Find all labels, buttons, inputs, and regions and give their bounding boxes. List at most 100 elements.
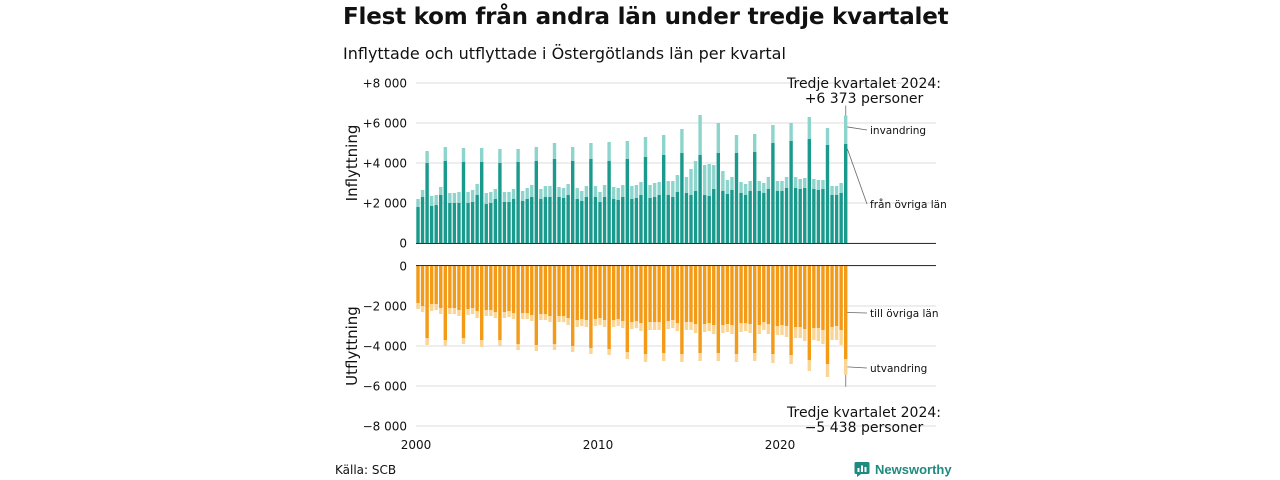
chart-subtitle: Inflyttade och utflyttade i Östergötland… bbox=[343, 44, 786, 63]
label-leader-line bbox=[847, 366, 868, 369]
bar-emigration bbox=[803, 329, 807, 341]
bar-from-other-counties bbox=[470, 202, 475, 243]
bar-immigration bbox=[461, 148, 466, 162]
bar-to-other-counties bbox=[557, 266, 561, 316]
series-label: från övriga län bbox=[870, 198, 947, 211]
y-axis-title: Inflyttning bbox=[343, 125, 361, 202]
bar-to-other-counties bbox=[648, 266, 652, 322]
bar-from-other-counties bbox=[693, 191, 698, 243]
bar-immigration bbox=[762, 183, 766, 193]
bar-to-other-counties bbox=[803, 266, 807, 329]
bar-to-other-counties bbox=[689, 266, 693, 322]
bar-from-other-counties bbox=[621, 197, 625, 243]
bar-emigration bbox=[634, 321, 639, 328]
bar-from-other-counties bbox=[448, 203, 452, 243]
bar-emigration bbox=[516, 344, 520, 350]
bar-immigration bbox=[793, 177, 798, 188]
bar-from-other-counties bbox=[725, 194, 730, 243]
bar-immigration bbox=[730, 177, 734, 190]
bar-immigration bbox=[525, 188, 529, 199]
bar-from-other-counties bbox=[611, 199, 616, 243]
bar-immigration bbox=[739, 182, 743, 193]
bar-emigration bbox=[689, 322, 693, 330]
bar-from-other-counties bbox=[657, 195, 661, 243]
x-tick-label: 2020 bbox=[765, 438, 796, 452]
bar-to-other-counties bbox=[830, 266, 834, 327]
bar-immigration bbox=[580, 191, 584, 201]
bar-emigration bbox=[480, 340, 484, 347]
bar-to-other-counties bbox=[739, 266, 743, 323]
bar-immigration bbox=[625, 141, 629, 159]
bar-from-other-counties bbox=[598, 202, 602, 243]
bar-to-other-counties bbox=[607, 266, 611, 349]
bar-from-other-counties bbox=[630, 199, 634, 243]
inflow-bars bbox=[416, 115, 848, 243]
bar-to-other-counties bbox=[766, 266, 771, 324]
bar-from-other-counties bbox=[671, 197, 675, 243]
bar-emigration bbox=[680, 354, 684, 362]
bar-from-other-counties bbox=[566, 195, 570, 243]
bar-from-other-counties bbox=[762, 193, 766, 243]
bar-emigration bbox=[534, 345, 538, 351]
bar-emigration bbox=[616, 319, 620, 326]
bar-immigration bbox=[789, 123, 793, 141]
bar-emigration bbox=[443, 340, 447, 346]
bar-to-other-counties bbox=[493, 266, 498, 312]
bar-emigration bbox=[753, 353, 757, 361]
bar-from-other-counties bbox=[639, 195, 643, 243]
bar-from-other-counties bbox=[839, 193, 843, 243]
outflow-bars bbox=[416, 266, 848, 377]
bar-emigration bbox=[639, 323, 643, 331]
bar-immigration bbox=[429, 196, 434, 206]
bar-emigration bbox=[511, 313, 516, 319]
bar-to-other-counties bbox=[575, 266, 579, 320]
bar-from-other-counties bbox=[680, 153, 684, 243]
bar-from-other-counties bbox=[743, 195, 748, 243]
bar-immigration bbox=[539, 189, 543, 199]
bar-immigration bbox=[516, 149, 520, 162]
bar-immigration bbox=[548, 186, 552, 197]
bar-emigration bbox=[743, 323, 748, 331]
y-tick-label: +6 000 bbox=[363, 117, 407, 131]
bar-to-other-counties bbox=[630, 266, 634, 322]
bar-from-other-counties bbox=[498, 163, 502, 243]
bar-from-other-counties bbox=[461, 162, 466, 243]
bar-from-other-counties bbox=[812, 189, 816, 243]
bar-to-other-counties bbox=[762, 266, 766, 322]
bar-to-other-counties bbox=[525, 266, 529, 313]
bar-immigration bbox=[530, 185, 534, 197]
bar-from-other-counties bbox=[484, 204, 488, 243]
bar-from-other-counties bbox=[753, 152, 757, 243]
bar-from-other-counties bbox=[589, 159, 593, 243]
bar-to-other-counties bbox=[698, 266, 702, 353]
bar-emigration bbox=[784, 326, 789, 337]
bar-emigration bbox=[489, 310, 493, 316]
y-tick-label: −2 000 bbox=[363, 300, 407, 314]
bar-emigration bbox=[775, 326, 780, 335]
bar-from-other-counties bbox=[552, 159, 557, 243]
bar-from-other-counties bbox=[803, 188, 807, 243]
bar-immigration bbox=[584, 186, 589, 197]
source-note: Källa: SCB bbox=[335, 463, 397, 477]
bar-to-other-counties bbox=[666, 266, 670, 321]
bar-immigration bbox=[662, 135, 666, 155]
series-label: utvandring bbox=[870, 363, 927, 375]
bar-emigration bbox=[671, 320, 675, 328]
bar-emigration bbox=[470, 308, 475, 314]
bar-emigration bbox=[461, 338, 466, 344]
bar-from-other-counties bbox=[593, 197, 598, 243]
bar-immigration bbox=[616, 188, 620, 200]
annotation-text: Tredje kvartalet 2024: bbox=[786, 76, 941, 92]
bar-from-other-counties bbox=[834, 195, 839, 243]
bar-emigration bbox=[698, 353, 702, 361]
bar-to-other-counties bbox=[757, 266, 761, 325]
bar-immigration bbox=[448, 193, 452, 203]
bar-from-other-counties bbox=[675, 192, 680, 243]
y-tick-label: +2 000 bbox=[363, 197, 407, 211]
bar-emigration bbox=[825, 364, 830, 377]
bar-to-other-counties bbox=[452, 266, 457, 308]
bar-immigration bbox=[775, 181, 780, 191]
bar-emigration bbox=[452, 308, 457, 314]
newsworthy-logo-icon bbox=[854, 462, 870, 477]
